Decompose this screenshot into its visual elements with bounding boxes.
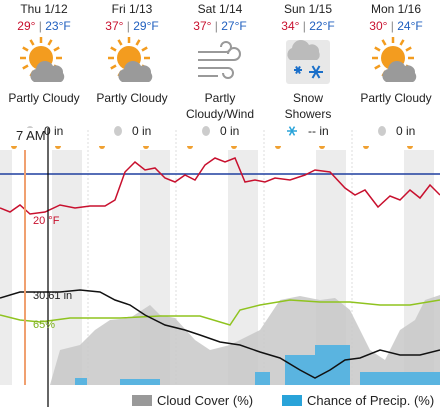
separator: | (126, 19, 130, 33)
weather-icon (372, 37, 417, 82)
sun-ray (110, 46, 117, 52)
separator: | (390, 19, 394, 33)
low-temp: 23°F (45, 19, 71, 33)
precip-chance-bars (75, 345, 440, 385)
temperatures: 30° | 24°F (352, 19, 440, 33)
high-temp: 29° (17, 19, 36, 33)
day-name: Mon 1/16 (370, 2, 422, 16)
wind (198, 41, 232, 53)
sun-marker (99, 146, 105, 149)
precip-amount: 0 in (44, 124, 64, 138)
temperatures: 34° | 22°F (264, 19, 352, 33)
sun-marker (231, 146, 237, 149)
sun-ray (399, 39, 405, 46)
precip-amount: 0 in (132, 124, 152, 138)
low-temp: 27°F (221, 19, 247, 33)
sun-ray (135, 39, 141, 46)
condition: Partly Cloudy (8, 91, 80, 105)
temperature-line (0, 157, 440, 215)
humidity-label: 65% (33, 319, 56, 331)
snowflake (295, 66, 301, 74)
sun-marker (187, 146, 193, 149)
sun-ray (405, 46, 412, 52)
condition: Snow Showers (284, 91, 332, 121)
precip-icon (287, 126, 297, 136)
legend-swatch (132, 395, 152, 406)
condition: Partly Cloudy/Wind (185, 91, 255, 121)
sun-ray (381, 39, 387, 46)
temperatures: 29° | 23°F (0, 19, 88, 33)
pressure-label: 30.61 in (33, 290, 73, 302)
weather-icon (286, 40, 330, 84)
weather-icon (20, 37, 65, 82)
day-name: Sun 1/15 (283, 2, 333, 16)
sun-ray (53, 46, 60, 52)
sun-marker (143, 146, 149, 149)
high-temp: 37° (193, 19, 212, 33)
sun-ray (374, 64, 381, 70)
sun-marker (11, 146, 17, 149)
sun-ray (374, 46, 381, 52)
separator: | (214, 19, 218, 33)
low-temp: 22°F (309, 19, 335, 33)
cloud (118, 61, 153, 82)
sun-marker (363, 146, 369, 149)
precip-icon (202, 126, 210, 136)
sun-marker (407, 146, 413, 149)
cloud (287, 40, 320, 60)
legend-label: Chance of Precip. (%) (307, 393, 435, 408)
sun-ray (29, 39, 35, 46)
sun-ray (117, 39, 123, 46)
precip-amount: 0 in (220, 124, 240, 138)
precip-icon (378, 126, 386, 136)
weather-icon (198, 41, 241, 79)
temperatures: 37° | 27°F (176, 19, 264, 33)
temperature-label: 20 °F (33, 215, 60, 227)
precip-icon (114, 126, 122, 136)
precip-amount: -- in (308, 124, 329, 138)
snowflake (311, 65, 321, 79)
low-temp: 24°F (397, 19, 423, 33)
sun-ray (110, 64, 117, 70)
legend-swatch (282, 395, 302, 406)
low-temp: 29°F (133, 19, 159, 33)
legend-label: Cloud Cover (%) (157, 393, 254, 408)
cloud (30, 61, 65, 82)
sun-ray (47, 39, 53, 46)
sun-ray (22, 46, 29, 52)
high-temp: 30° (369, 19, 388, 33)
sun-ray (141, 46, 148, 52)
high-temp: 34° (281, 19, 300, 33)
separator: | (302, 19, 306, 33)
temperatures: 37° | 29°F (88, 19, 176, 33)
cloud (382, 61, 417, 82)
day-name: Fri 1/13 (111, 2, 153, 16)
humidity-line (0, 299, 440, 326)
sun-marker (275, 146, 281, 149)
day-name: Thu 1/12 (20, 2, 68, 16)
high-temp: 37° (105, 19, 124, 33)
condition: Partly Cloudy (360, 91, 432, 105)
snowflake (288, 126, 296, 136)
separator: | (38, 19, 42, 33)
day-name: Sat 1/14 (197, 2, 243, 16)
sun-marker (55, 146, 61, 149)
sun-ray (22, 64, 29, 70)
pressure-line (0, 289, 440, 379)
wind (198, 47, 241, 61)
weather-icon (108, 37, 153, 82)
time-marker: 7 AM (16, 128, 46, 143)
precip-amount: 0 in (396, 124, 416, 138)
condition: Partly Cloudy (96, 91, 168, 105)
sun-marker (319, 146, 325, 149)
wind (198, 67, 234, 79)
